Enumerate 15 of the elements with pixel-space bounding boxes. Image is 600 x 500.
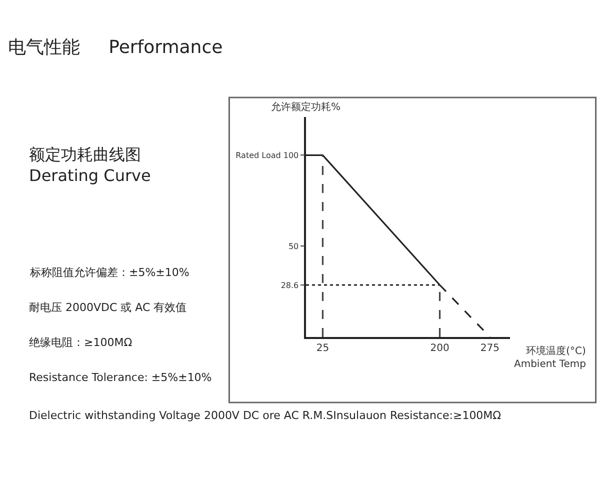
text: 耐电压 2000VDC 或 AC 有效值 [29,301,187,314]
text: 标称阻值允许偏差：±5%±10% [29,266,190,279]
x-tick-label: 275 [480,342,500,354]
y-tick-label: Rated Load 100 [236,150,299,160]
text: 额定功耗曲线图 Derating Curve [29,145,151,185]
y-tick-label: 28.6 [280,280,299,290]
text: Dielectric withstanding Voltage 2000V DC ore AC R.M.SInsulauon Resistance:≥100MΩ [29,409,502,422]
x-tick-label: 200 [430,342,450,354]
y-axis-title: 允许额定功耗% [271,101,341,113]
text: Resistance Tolerance: ±5%±10% [29,371,212,384]
x-axis-title: 环境温度(°C) Ambient Temp [514,345,586,370]
y-tick-label: 50 [288,242,299,251]
text: 电气性能 Performance [8,37,223,58]
x-tick-label: 25 [316,342,330,354]
text: 绝缘电阻：≥100MΩ [29,336,132,349]
